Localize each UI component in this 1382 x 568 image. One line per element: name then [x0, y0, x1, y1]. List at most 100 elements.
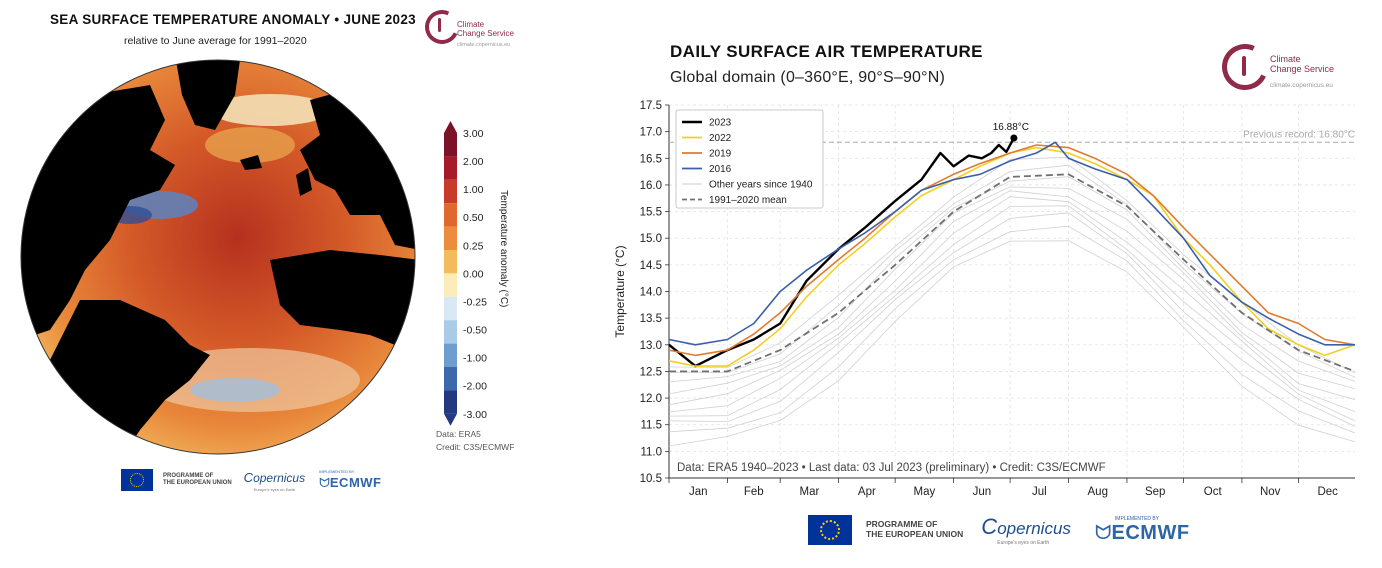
colorbar-segment: [444, 390, 457, 414]
sst-anomaly-panel: SEA SURFACE TEMPERATURE ANOMALY • JUNE 2…: [0, 0, 600, 568]
sst-globe-map: 3.00 2.00 1.00 0.50 0.25 0.00 -0.25 -0.50 -1.00 -…: [20, 59, 509, 455]
x-tick-label: Jun: [973, 486, 992, 498]
y-tick-label: 16.5: [640, 153, 662, 165]
colorbar-tick-label: 2.00: [463, 156, 484, 168]
colorbar: 3.00 2.00 1.00 0.50 0.25 0.00 -0.25 -0.50 -1.00 -…: [444, 121, 509, 426]
c3s-url: climate.copernicus.eu: [1270, 82, 1333, 89]
x-tick-label: Jul: [1032, 486, 1047, 498]
ecmwf-logo: IMPLEMENTED BY ᗢECMWF: [319, 469, 381, 492]
colorbar-tick-label: 3.00: [463, 128, 484, 140]
colorbar-segment: [444, 226, 457, 250]
colorbar-tick-label: -1.00: [463, 353, 487, 365]
ecmwf-tagline: IMPLEMENTED BY: [319, 468, 355, 474]
eu-line1: PROGRAMME OF: [866, 519, 938, 530]
c3s-name-line2: Change Service: [457, 29, 514, 38]
y-tick-label: 12.0: [640, 393, 662, 405]
legend-label: 2023: [709, 118, 732, 129]
x-tick-label: Oct: [1204, 486, 1223, 498]
eu-programme-text: PROGRAMME OF THE EUROPEAN UNION: [163, 473, 232, 487]
y-tick-label: 11.0: [640, 446, 662, 458]
globe-outline: [20, 59, 416, 455]
copernicus-tagline: Europe's eyes on Earth: [997, 540, 1050, 546]
x-tick-label: May: [913, 486, 935, 498]
colorbar-top-arrow: [444, 121, 457, 133]
colorbar-segment: [444, 203, 457, 227]
cool-anomaly-patch: [190, 378, 280, 402]
eu-line1: PROGRAMME OF: [163, 473, 214, 480]
sst-subtitle: relative to June average for 1991–2020: [124, 35, 307, 47]
legend-label: 1991–2020 mean: [709, 195, 787, 206]
legend-label: 2019: [709, 149, 732, 160]
colorbar-segment: [444, 179, 457, 204]
other-year-line: [668, 225, 1356, 434]
y-tick-label: 13.0: [640, 340, 662, 352]
series-line-2019: [668, 144, 1356, 357]
colorbar-segment: [444, 296, 457, 321]
previous-record-label: Previous record: 16.80°C: [1243, 129, 1355, 140]
y-tick-label: 12.5: [640, 366, 662, 378]
eu-flag-icon: [121, 469, 153, 491]
series-line-2023: [668, 137, 1015, 368]
greenland-land: [175, 60, 240, 130]
uk-land: [296, 168, 312, 196]
x-tick-label: Sep: [1145, 486, 1165, 498]
c3s-name-line1: Climate: [1270, 54, 1301, 64]
colorbar-segment: [444, 133, 457, 157]
y-tick-label: 16.0: [640, 180, 662, 192]
y-axis-label: Temperature (°C): [613, 245, 627, 337]
copernicus-c: C: [981, 514, 998, 539]
c3s-logo-right: Climate Change Service climate.copernicu…: [1215, 37, 1372, 97]
other-year-line: [668, 190, 1356, 406]
sst-title: SEA SURFACE TEMPERATURE ANOMALY • JUNE 2…: [50, 12, 416, 27]
iceland-land: [240, 155, 262, 170]
copernicus-tagline: Europe's eyes on Earth: [253, 486, 296, 492]
footer-logos-right: PROGRAMME OF THE EUROPEAN UNION Copernic…: [808, 514, 1190, 546]
colorbar-tick-label: 0.00: [463, 268, 484, 280]
sst-credit-note: Credit: C3S/ECMWF: [436, 442, 515, 452]
c3s-url: climate.copernicus.eu: [457, 42, 511, 48]
series-line-1991-2020-mean: [669, 173, 1356, 373]
y-tick-label: 14.0: [640, 287, 662, 299]
ecmwf-tagline: IMPLEMENTED BY: [1114, 515, 1160, 522]
y-tick-label: 17.0: [640, 127, 662, 139]
eu-programme-text: PROGRAMME OF THE EUROPEAN UNION: [866, 519, 964, 540]
thermometer-icon: [1242, 56, 1246, 76]
eu-flag-icon: [808, 515, 852, 545]
colorbar-tick-label: -0.25: [463, 296, 487, 308]
other-year-line: [668, 212, 1356, 427]
y-tick-label: 15.5: [640, 207, 662, 219]
copernicus-name: opernicus: [253, 470, 306, 485]
y-tick-label: 17.5: [640, 100, 662, 112]
ecmwf-name: ECMWF: [1111, 521, 1190, 544]
colorbar-label: Temperature anomaly (°C): [498, 190, 509, 307]
other-year-line: [668, 176, 1356, 383]
copernicus-logo: Copernicus Europe's eyes on Earth: [981, 514, 1071, 546]
colorbar-bottom-arrow: [444, 413, 457, 426]
daily-air-temp-panel: DAILY SURFACE AIR TEMPERATURE Global dom…: [600, 0, 1382, 568]
other-year-line: [668, 196, 1356, 413]
warm-anomaly-patch: [205, 127, 295, 163]
legend-box: [675, 109, 824, 209]
legend: 2023 2022 2019 2016 Other years since 1940 19…: [675, 109, 824, 209]
legend-label: 2016: [709, 164, 732, 175]
ecmwf-logo: IMPLEMENTED BY ᗢECMWF: [1095, 516, 1190, 545]
colorbar-tick-label: 0.50: [463, 212, 484, 224]
peak-marker: [1010, 134, 1018, 142]
c3s-name-line1: Climate: [457, 20, 485, 29]
x-tick-label: Dec: [1317, 486, 1338, 498]
chart-subtitle: Global domain (0–360°E, 90°S–90°N): [670, 69, 946, 86]
x-tick-label: Feb: [744, 486, 764, 498]
colorbar-segment: [444, 250, 457, 274]
colorbar-tick-label: -0.50: [463, 325, 487, 337]
colorbar-tick-label: -3.00: [463, 409, 487, 421]
x-tick-label: Nov: [1260, 486, 1281, 498]
legend-label: Other years since 1940: [709, 180, 813, 191]
eu-line2: THE EUROPEAN UNION: [866, 529, 964, 539]
x-tick-label: Jan: [689, 486, 708, 498]
c3s-name: Climate Change Service: [457, 20, 514, 38]
peak-label: 16.88°C: [993, 122, 1029, 133]
sst-data-note: Data: ERA5: [436, 429, 481, 439]
y-tick-label: 11.5: [640, 420, 662, 432]
chart-title: DAILY SURFACE AIR TEMPERATURE: [670, 42, 983, 61]
c3s-name-right: Climate Change Service: [1270, 54, 1334, 74]
